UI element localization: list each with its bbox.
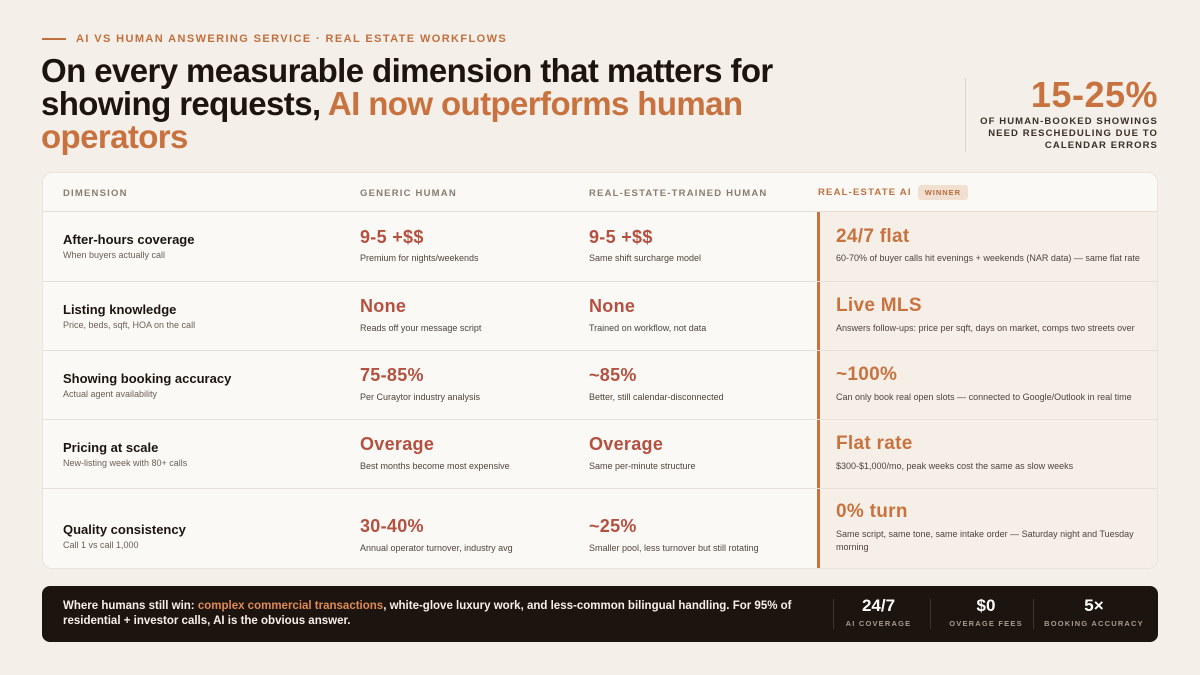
dimension-title: Quality consistency: [63, 522, 186, 537]
footer-stat-value: $0: [976, 596, 996, 615]
dimension-title: After-hours coverage: [63, 232, 195, 247]
dimension-subtitle: Call 1 vs call 1,000: [63, 540, 139, 550]
ai-value: Flat rate: [836, 433, 913, 454]
generic-note: Reads off your message script: [360, 323, 482, 333]
footer-divider: [833, 599, 834, 629]
dimension-subtitle: Actual agent availability: [63, 389, 158, 399]
stat-divider: [965, 78, 966, 152]
table-row: Listing knowledge Price, beds, sqft, HOA…: [43, 282, 1157, 351]
generic-note: Per Curaytor industry analysis: [360, 392, 481, 402]
eyebrow-rule: [42, 38, 66, 40]
headline: On every measurable dimension that matte…: [41, 54, 801, 153]
table-row: Pricing at scale New-listing week with 8…: [43, 420, 1157, 489]
generic-note: Best months become most expensive: [360, 461, 510, 471]
dimension-subtitle: When buyers actually call: [63, 250, 166, 260]
dimension-title: Listing knowledge: [63, 302, 177, 317]
footer-stat-coverage: 24/7 AI COVERAGE: [842, 596, 915, 628]
summary-footer: Where humans still win: complex commerci…: [42, 586, 1158, 642]
ai-cell: [817, 420, 1157, 488]
footer-divider: [930, 599, 931, 629]
table-header: DIMENSION GENERIC HUMAN REAL-ESTATE-TRAI…: [43, 173, 1157, 212]
ai-value: 0% turn: [836, 501, 908, 522]
headline-main: On every measurable dimension that matte…: [41, 52, 773, 122]
trained-value: 9-5 +$$: [589, 227, 653, 247]
winner-badge: WINNER: [917, 185, 969, 200]
table-row: Quality consistency Call 1 vs call 1,000…: [43, 489, 1157, 568]
trained-note: Better, still calendar-disconnected: [589, 392, 724, 402]
ai-note: Same script, same tone, same intake orde…: [836, 529, 1134, 552]
ai-cell: [817, 212, 1157, 281]
footer-rest: , white-glove luxury work, and less-comm…: [63, 600, 792, 627]
comparison-table: DIMENSION GENERIC HUMAN REAL-ESTATE-TRAI…: [42, 172, 1158, 569]
eyebrow-text: AI VS HUMAN ANSWERING SERVICE · REAL EST…: [76, 33, 508, 45]
ai-cell: [817, 351, 1157, 419]
stat-value: 15-25%: [1030, 74, 1158, 115]
trained-value: ~85%: [589, 365, 637, 385]
ai-note: 60-70% of buyer calls hit evenings + wee…: [836, 253, 1140, 263]
table-row: After-hours coverage When buyers actuall…: [43, 212, 1157, 282]
generic-value: None: [360, 296, 407, 316]
generic-note: Premium for nights/weekends: [360, 253, 479, 263]
dimension-title: Showing booking accuracy: [63, 371, 232, 386]
trained-note: Trained on workflow, not data: [589, 323, 707, 333]
footer-text: Where humans still win: complex commerci…: [63, 599, 823, 629]
generic-note: Annual operator turnover, industry avg: [360, 543, 513, 553]
trained-note: Same shift surcharge model: [589, 253, 702, 263]
dimension-subtitle: New-listing week with 80+ calls: [63, 458, 188, 468]
footer-stat-caption: BOOKING ACCURACY: [1044, 619, 1144, 628]
footer-divider: [1033, 599, 1034, 629]
trained-note: Smaller pool, less turnover but still ro…: [589, 543, 759, 553]
table-row: Showing booking accuracy Actual agent av…: [43, 351, 1157, 420]
generic-value: 9-5 +$$: [360, 227, 424, 247]
trained-value: Overage: [589, 434, 664, 454]
header-generic-human: GENERIC HUMAN: [360, 188, 457, 199]
generic-value: Overage: [360, 434, 435, 454]
header-trained-human: REAL-ESTATE-TRAINED HUMAN: [589, 188, 768, 199]
dimension-subtitle: Price, beds, sqft, HOA on the call: [63, 320, 196, 330]
footer-stat-caption: AI COVERAGE: [845, 619, 912, 628]
footer-stat-fees: $0 OVERAGE FEES: [938, 596, 1034, 628]
footer-lead: Where humans still win:: [63, 600, 198, 612]
trained-value: ~25%: [589, 516, 637, 536]
footer-highlight: complex commercial transactions: [197, 600, 384, 612]
footer-stat-value: 5×: [1084, 596, 1104, 615]
ai-cell: [817, 282, 1157, 350]
ai-value: 24/7 flat: [836, 226, 910, 247]
generic-value: 30-40%: [360, 516, 424, 536]
footer-stat-caption: OVERAGE FEES: [949, 619, 1023, 628]
generic-value: 75-85%: [360, 365, 424, 385]
trained-value: None: [589, 296, 636, 316]
ai-note: Can only book real open slots — connecte…: [836, 392, 1132, 402]
ai-value: Live MLS: [836, 295, 922, 316]
footer-stat-accuracy: 5× BOOKING ACCURACY: [1041, 596, 1147, 628]
ai-cell: [817, 489, 1157, 568]
header-dimension: DIMENSION: [63, 188, 128, 199]
headline-accent: AI now outperforms human operators: [41, 85, 743, 155]
stat-caption: OF HUMAN-BOOKED SHOWINGS NEED RESCHEDULI…: [980, 116, 1158, 151]
header-ai: REAL-ESTATE AI WINNER: [818, 185, 969, 200]
dimension-title: Pricing at scale: [63, 440, 159, 455]
header-ai-label: REAL-ESTATE AI: [818, 187, 912, 198]
ai-note: Answers follow-ups: price per sqft, days…: [836, 323, 1135, 333]
trained-note: Same per-minute structure: [589, 461, 696, 471]
ai-note: $300-$1,000/mo, peak weeks cost the same…: [836, 461, 1074, 471]
footer-stat-value: 24/7: [861, 596, 896, 615]
ai-value: ~100%: [836, 364, 898, 385]
eyebrow: AI VS HUMAN ANSWERING SERVICE · REAL EST…: [42, 33, 507, 45]
